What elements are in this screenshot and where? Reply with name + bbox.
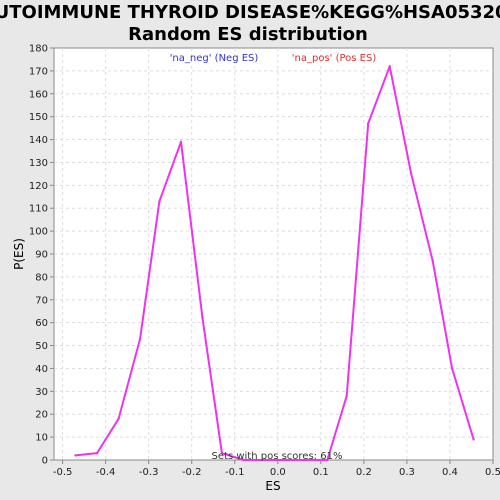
y-tick-label: 10	[35, 433, 48, 444]
y-tick-label: 70	[35, 295, 48, 306]
y-tick-label: 90	[35, 250, 48, 261]
y-tick-label: 40	[35, 364, 48, 375]
data-point	[117, 417, 120, 420]
axes: 0 10 20 30 40 50 60 70 80 90 100 110 120 130 140 150 160…	[29, 44, 500, 479]
y-tick-label: 0	[42, 456, 48, 467]
data-point	[74, 454, 77, 457]
data-point	[306, 458, 310, 462]
data-point	[345, 394, 348, 398]
y-tick-label: 110	[29, 204, 48, 215]
x-tick-label: 0.1	[313, 467, 329, 478]
data-point	[158, 200, 161, 203]
x-tick-label: 0.5	[485, 467, 500, 478]
data-point	[431, 259, 434, 263]
y-tick-label: 120	[29, 181, 48, 192]
data-point	[95, 451, 99, 455]
series-layer	[74, 65, 475, 462]
y-tick-label: 100	[29, 227, 48, 238]
x-tick-label: 0.4	[442, 467, 458, 478]
legend-pos-label: 'na_pos' (Pos ES)	[292, 53, 377, 64]
y-tick-label: 20	[35, 410, 48, 421]
y-tick-label: 30	[35, 387, 48, 398]
y-tick-label: 80	[35, 272, 48, 283]
es-distribution-line	[74, 65, 475, 461]
y-tick-label: 60	[35, 318, 48, 329]
chart-title-line1: AUTOIMMUNE THYROID DISEASE%KEGG%HSA05320…	[0, 2, 500, 23]
x-axis-label: ES	[265, 479, 280, 493]
x-tick-label: -0.1	[225, 467, 245, 478]
data-point	[179, 140, 183, 144]
y-tick-label: 150	[29, 112, 48, 123]
legend-neg-label: 'na_neg' (Neg ES)	[170, 53, 259, 64]
data-point	[388, 65, 391, 68]
y-tick-label: 180	[29, 44, 48, 55]
data-point	[242, 458, 245, 462]
y-tick-label: 140	[29, 135, 48, 146]
y-tick-label: 160	[29, 89, 48, 100]
y-tick-label: 50	[35, 341, 48, 352]
x-tick-label: -0.2	[182, 467, 202, 478]
x-tick-label: -0.3	[139, 467, 159, 478]
data-point	[366, 122, 370, 125]
x-tick-label: 0.2	[356, 467, 372, 478]
data-point	[263, 458, 267, 462]
data-point	[472, 438, 475, 441]
grid-layer	[54, 48, 493, 460]
data-point	[326, 458, 329, 462]
data-point	[450, 367, 454, 370]
data-point	[285, 458, 288, 462]
chart-title-line2: Random ES distribution	[128, 24, 368, 45]
x-tick-label: 0.0	[270, 467, 286, 478]
data-point	[410, 172, 413, 176]
data-point	[138, 337, 142, 340]
data-point	[201, 316, 204, 320]
data-point	[220, 451, 224, 455]
y-tick-label: 170	[29, 66, 48, 77]
y-axis-label: P(ES)	[12, 238, 26, 270]
y-tick-label: 130	[29, 158, 48, 169]
pos-score-note: Sets with pos scores: 61%	[212, 451, 343, 462]
x-tick-label: 0.3	[399, 467, 415, 478]
x-tick-label: -0.5	[53, 467, 73, 478]
x-tick-label: -0.4	[96, 467, 116, 478]
